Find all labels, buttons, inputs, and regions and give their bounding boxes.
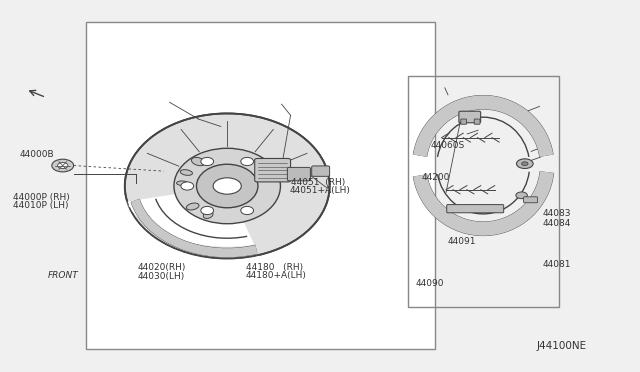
Bar xyxy=(408,76,559,307)
FancyBboxPatch shape xyxy=(459,111,481,123)
Ellipse shape xyxy=(186,203,199,210)
Text: FRONT: FRONT xyxy=(48,271,79,280)
Text: 44180   (RH): 44180 (RH) xyxy=(246,263,303,272)
Circle shape xyxy=(522,162,528,166)
Circle shape xyxy=(58,163,68,169)
Circle shape xyxy=(52,159,74,172)
FancyBboxPatch shape xyxy=(312,166,330,176)
FancyBboxPatch shape xyxy=(287,167,310,181)
Text: 44030(LH): 44030(LH) xyxy=(138,272,185,280)
Ellipse shape xyxy=(180,170,193,175)
Ellipse shape xyxy=(201,206,214,215)
FancyBboxPatch shape xyxy=(524,197,538,203)
FancyBboxPatch shape xyxy=(461,119,467,124)
Text: 44020(RH): 44020(RH) xyxy=(138,263,186,272)
Circle shape xyxy=(516,159,533,169)
Text: 44051  (RH): 44051 (RH) xyxy=(291,178,346,187)
Ellipse shape xyxy=(191,157,205,166)
Text: 44091: 44091 xyxy=(448,237,477,246)
Ellipse shape xyxy=(125,113,330,259)
Ellipse shape xyxy=(177,181,188,186)
FancyBboxPatch shape xyxy=(255,158,291,182)
Wedge shape xyxy=(126,186,254,247)
Text: 44000B: 44000B xyxy=(19,150,54,159)
Ellipse shape xyxy=(174,148,280,224)
FancyBboxPatch shape xyxy=(474,119,480,124)
Ellipse shape xyxy=(201,157,214,166)
Text: 44000P (RH): 44000P (RH) xyxy=(13,193,70,202)
Text: J44100NE: J44100NE xyxy=(536,341,586,351)
Text: 44010P (LH): 44010P (LH) xyxy=(13,201,68,210)
Circle shape xyxy=(213,178,241,194)
FancyBboxPatch shape xyxy=(447,205,504,213)
Text: 44084: 44084 xyxy=(542,219,570,228)
Text: 44180+A(LH): 44180+A(LH) xyxy=(245,271,306,280)
Ellipse shape xyxy=(196,164,258,208)
Bar xyxy=(86,22,435,349)
Ellipse shape xyxy=(241,206,253,215)
Ellipse shape xyxy=(181,182,194,190)
Circle shape xyxy=(516,192,527,199)
Text: 44200: 44200 xyxy=(421,173,449,182)
Text: 44090: 44090 xyxy=(416,279,445,288)
Text: 44083: 44083 xyxy=(542,209,571,218)
Text: 44081: 44081 xyxy=(542,260,571,269)
Ellipse shape xyxy=(204,211,213,218)
Text: 44051+A(LH): 44051+A(LH) xyxy=(290,186,351,195)
Text: 44060S: 44060S xyxy=(430,141,465,150)
Ellipse shape xyxy=(241,157,253,166)
